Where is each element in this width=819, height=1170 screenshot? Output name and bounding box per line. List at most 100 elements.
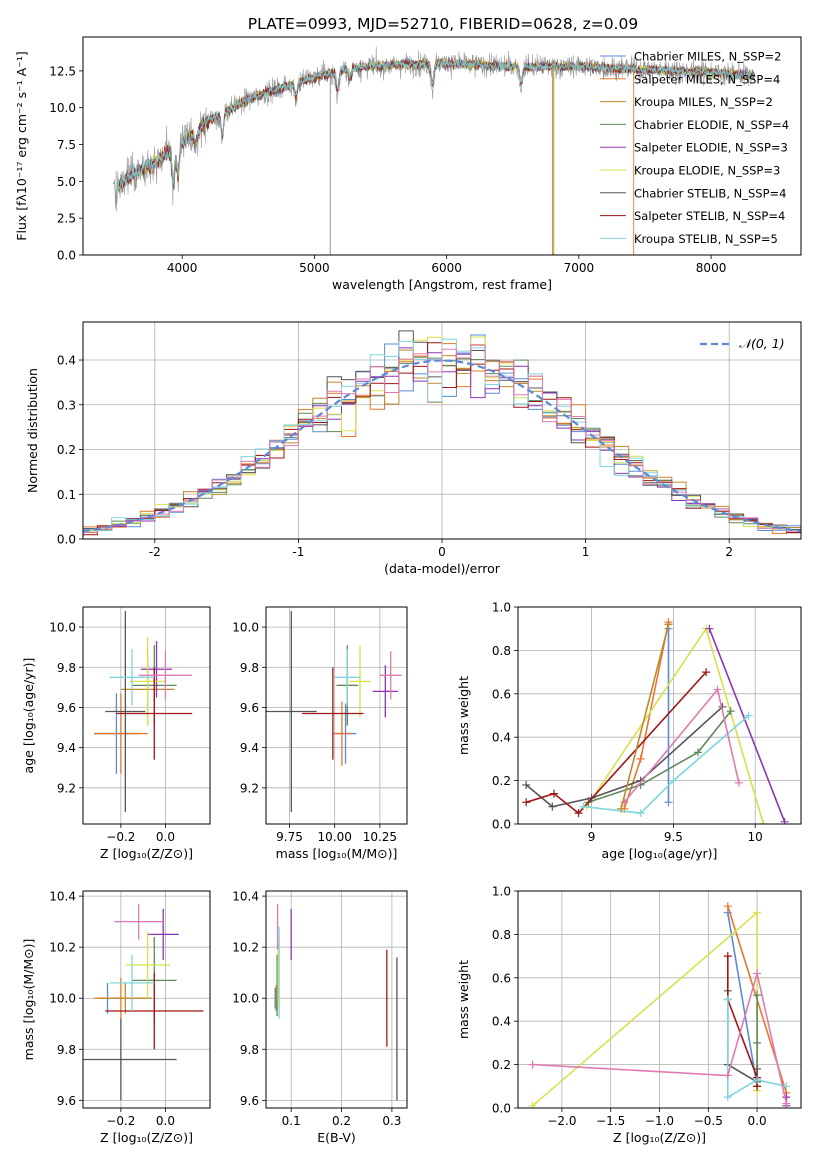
weight-series-marker [522, 780, 531, 789]
weight-series-marker [782, 1082, 791, 1091]
y-tick-label: 10.2 [49, 941, 76, 955]
x-tick-label: 9 [588, 830, 596, 844]
y-tick-label: 10.0 [49, 621, 76, 635]
errorbar-point [372, 665, 398, 718]
errorbar-point [114, 903, 164, 940]
y-tick-label: 0.2 [57, 443, 76, 457]
normal-reference-curve [83, 359, 801, 533]
errorbar-point [302, 667, 364, 760]
weight-series-marker [734, 778, 743, 787]
errorbar-point [332, 701, 351, 766]
y-tick-label: 9.8 [240, 1043, 259, 1057]
axes-frame [82, 321, 802, 540]
y-tick-label: 10.2 [232, 941, 259, 955]
x-axis-label: E(B-V) [317, 1130, 356, 1145]
weight-series-marker [528, 1060, 537, 1069]
x-tick-label: 10 [748, 830, 763, 844]
y-tick-label: 9.6 [57, 1094, 76, 1108]
errorbar-point [105, 611, 146, 812]
y-tick-label: 9.2 [240, 781, 259, 795]
weight-series-marker [723, 1093, 732, 1102]
y-tick-label: 9.8 [57, 661, 76, 675]
mass-vs-metallicity-panel: −0.2 0.0 9.6 9.8 10.0 10.2 10.4 Z [log₁₀(Z/Z⊙)]… [21, 890, 211, 1145]
errorbar-point [125, 931, 170, 999]
y-tick-label: 0.1 [57, 488, 76, 502]
x-tick-label: 0.1 [282, 1114, 301, 1128]
weight-series-marker [723, 1071, 732, 1080]
axes-frame [265, 606, 408, 825]
x-tick-label: 4000 [167, 261, 198, 275]
errorbar-point [98, 982, 153, 1014]
weight-series-marker [579, 802, 588, 811]
x-tick-label: 10.00 [318, 830, 352, 844]
weight-series-marker [702, 668, 711, 677]
y-tick-label: 0.8 [492, 644, 511, 658]
weight-series-marker [753, 991, 762, 1000]
y-tick-label: 7.5 [57, 138, 76, 152]
weight-series-marker [636, 754, 645, 763]
y-tick-label: 0.0 [492, 1102, 511, 1116]
axes-frame [517, 606, 802, 825]
legend-label: Chabrier MILES, N_SSP=2 [634, 50, 781, 64]
weight-series-marker [693, 748, 702, 757]
errorbar-point [138, 651, 193, 700]
y-tick-label: 0.8 [492, 928, 511, 942]
weight-series-marker [548, 802, 557, 811]
figure-title: PLATE=0993, MJD=52710, FIBERID=0628, z=0… [248, 15, 638, 33]
weight-series-marker [669, 776, 678, 785]
x-tick-label: −0.5 [694, 1114, 723, 1128]
weight-series-marker [617, 804, 626, 813]
age-vs-mass-panel: 9.75 10.00 10.25 9.2 9.4 9.6 9.8 10.0 mass [log₁… [232, 606, 408, 861]
plot-area [94, 611, 193, 812]
y-tick-label: 10.0 [49, 992, 76, 1006]
x-tick-label: 0.0 [748, 1114, 767, 1128]
y-tick-label: 5.0 [57, 175, 76, 189]
errorbar-point [147, 908, 179, 960]
legend-label: Kroupa MILES, N_SSP=2 [634, 95, 773, 109]
weight-series-line [532, 910, 758, 1107]
weight-series-line [525, 671, 707, 815]
errorbar-point [266, 611, 317, 812]
weight-series-marker [723, 902, 732, 911]
plot-area [113, 46, 756, 255]
weight-series-marker [780, 817, 789, 824]
weight-series-line [708, 628, 786, 823]
weight-series-marker [753, 1075, 762, 1084]
x-tick-label: 5000 [299, 261, 330, 275]
y-tick-label: 10.4 [49, 890, 76, 904]
x-tick-label: -1 [292, 545, 304, 559]
x-axis-label: mass [log₁₀(M/M⊙)] [276, 846, 398, 861]
errorbar-point [140, 641, 173, 698]
plot-area [522, 618, 789, 824]
age-vs-metallicity-panel: −0.2 0.0 9.2 9.4 9.6 9.8 10.0 Z [log₁₀(Z/Z⊙)] ag… [21, 606, 211, 861]
weight-series-marker [549, 789, 558, 798]
x-tick-label: 0 [438, 545, 446, 559]
weight-series-marker [759, 820, 768, 824]
y-tick-label: 9.4 [57, 741, 76, 755]
y-tick-label: 0.2 [492, 1058, 511, 1072]
residuals-panel: -2 -1 0 1 2 0.0 0.1 0.2 0.3 0.4 (data-model)/error… [25, 321, 802, 576]
weight-series-line [532, 973, 788, 1104]
y-tick-label: 12.5 [49, 64, 76, 78]
y-tick-label: 0.3 [57, 398, 76, 412]
x-axis-label: wavelength [Angstrom, rest frame] [332, 277, 552, 292]
weight-series-marker [726, 707, 735, 716]
weight-series-line [588, 710, 732, 804]
legend-label: Kroupa ELODIE, N_SSP=3 [634, 164, 780, 178]
errorbar-point [129, 637, 166, 726]
axes-frame [82, 606, 211, 825]
plot-area [83, 903, 204, 1101]
weight-series-line [525, 706, 724, 808]
weight-series-marker [753, 908, 762, 917]
histogram-step [83, 344, 801, 536]
y-tick-label: 2.5 [57, 212, 76, 226]
weight-series-marker [753, 1038, 762, 1047]
y-tick-label: 0.0 [57, 533, 76, 547]
x-tick-label: 1 [582, 545, 590, 559]
plot-area [528, 902, 791, 1108]
weight-series-marker [522, 798, 531, 807]
axes-frame [517, 890, 802, 1109]
y-axis-label: mass weight [456, 676, 471, 755]
y-tick-label: 10.0 [232, 621, 259, 635]
